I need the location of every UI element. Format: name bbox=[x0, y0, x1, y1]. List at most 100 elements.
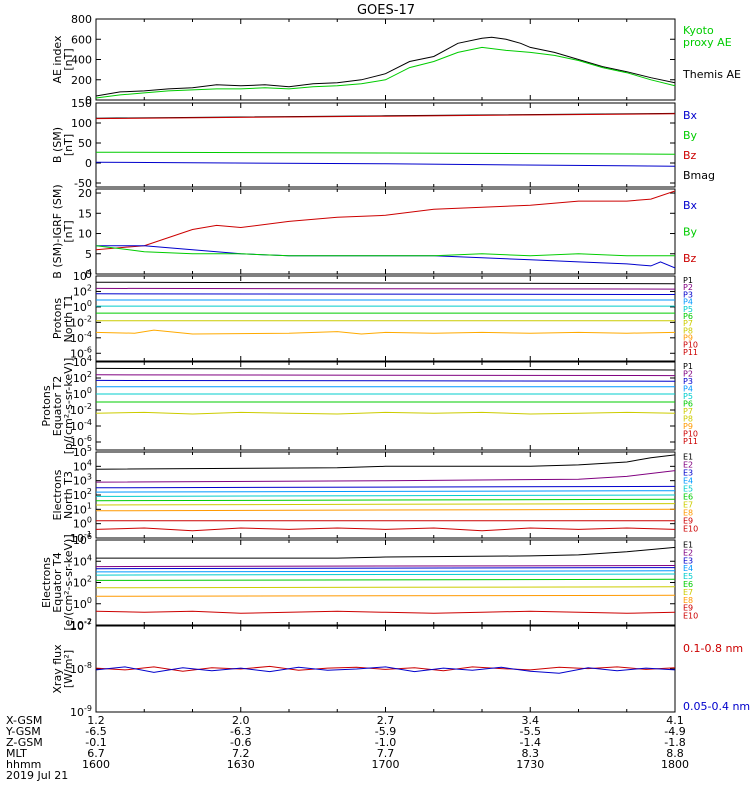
legend-entry: P8 bbox=[683, 414, 693, 423]
y-tick-exponent: 2 bbox=[87, 283, 92, 292]
y-tick-exponent: -7 bbox=[84, 618, 92, 627]
y-tick-base: 10 bbox=[73, 503, 87, 516]
legend-entry: E10 bbox=[683, 612, 698, 621]
legend-entry: Bz bbox=[683, 252, 697, 265]
y-tick-base: 10 bbox=[73, 577, 87, 590]
x-axis-row-label: MLT bbox=[6, 747, 27, 760]
series-line bbox=[96, 494, 675, 497]
y-tick-base: 10 bbox=[73, 534, 87, 547]
y-axis-label: Electrons bbox=[51, 469, 64, 520]
y-tick-base: 10 bbox=[73, 356, 87, 369]
series-line bbox=[96, 281, 675, 285]
panel-2: -50 0 50 100 150 B (SM)[nT] Bx By Bz Bmag bbox=[51, 97, 715, 190]
y-tick-exponent: 0 bbox=[87, 299, 92, 308]
legend-entry: P9 bbox=[683, 422, 693, 431]
y-axis-label: Equator T4 bbox=[51, 552, 64, 612]
legend-entry: E7 bbox=[683, 501, 693, 510]
series-line bbox=[96, 665, 675, 672]
y-axis-label: B (SM) bbox=[51, 127, 64, 163]
y-axis-label: Electrons bbox=[40, 557, 53, 608]
legend-entry: Bmag bbox=[683, 169, 715, 182]
series-line bbox=[96, 508, 675, 512]
y-tick-label: 102 bbox=[73, 370, 92, 385]
y-tick-base: 10 bbox=[70, 532, 84, 545]
y-tick-label: 102 bbox=[73, 575, 92, 590]
y-tick-label: 105 bbox=[73, 444, 92, 459]
x-tick-value: -0.6 bbox=[230, 736, 251, 749]
x-tick-value: 2.7 bbox=[377, 714, 395, 727]
legend-entry: P9 bbox=[683, 334, 693, 343]
legend-entry: proxy AE bbox=[683, 36, 732, 49]
y-tick-label: 400 bbox=[71, 54, 92, 67]
legend-entry: Kyoto bbox=[683, 24, 714, 37]
series-line bbox=[96, 367, 675, 371]
legend-entry: E10 bbox=[683, 525, 698, 534]
legend-entry: P11 bbox=[683, 437, 698, 446]
legend-entry: P11 bbox=[683, 348, 698, 357]
legend-entry: P5 bbox=[683, 305, 693, 314]
y-axis-label: [nT] bbox=[62, 220, 75, 242]
y-axis-label: North T1 bbox=[62, 295, 75, 343]
x-tick-value: 8.8 bbox=[666, 747, 684, 760]
series-line bbox=[96, 245, 675, 269]
y-tick-base: 10 bbox=[73, 270, 87, 283]
y-axis-label: Protons bbox=[51, 298, 64, 339]
y-tick-exponent: 2 bbox=[87, 370, 92, 379]
legend-entry: P7 bbox=[683, 407, 693, 416]
series-line bbox=[96, 586, 675, 589]
x-axis-row-label: Z-GSM bbox=[6, 736, 43, 749]
y-tick-exponent: -6 bbox=[84, 345, 92, 354]
y-tick-exponent: -4 bbox=[84, 418, 92, 427]
y-tick-base: 10 bbox=[73, 489, 87, 502]
x-tick-value: 2.0 bbox=[232, 714, 250, 727]
legend-entry: E4 bbox=[683, 477, 693, 486]
x-tick-value: 4.1 bbox=[666, 714, 684, 727]
legend-entry: P1 bbox=[683, 276, 693, 285]
series-line bbox=[96, 379, 675, 382]
series-line bbox=[96, 470, 675, 483]
y-tick-exponent: 4 bbox=[87, 268, 92, 277]
legend-entry: E6 bbox=[683, 580, 693, 589]
series-line bbox=[96, 594, 675, 597]
y-tick-exponent: 1 bbox=[87, 501, 92, 510]
y-tick-label: 106 bbox=[73, 532, 92, 547]
y-tick-exponent: 4 bbox=[87, 458, 92, 467]
y-tick-exponent: -1 bbox=[84, 530, 92, 539]
y-tick-label: 102 bbox=[73, 487, 92, 502]
legend-entry: E3 bbox=[683, 469, 693, 478]
y-tick-label: 100 bbox=[73, 596, 92, 611]
y-tick-exponent: -4 bbox=[84, 330, 92, 339]
y-tick-base: 10 bbox=[70, 620, 84, 633]
y-axis-label: AE index bbox=[51, 35, 64, 84]
y-tick-label: 100 bbox=[71, 117, 92, 130]
y-tick-label: 104 bbox=[73, 458, 92, 473]
legend-entry: E1 bbox=[683, 453, 693, 462]
y-tick-exponent: 0 bbox=[87, 516, 92, 525]
x-tick-value: 1730 bbox=[516, 758, 544, 771]
x-tick-value: -5.9 bbox=[375, 725, 396, 738]
y-tick-base: 10 bbox=[70, 316, 84, 329]
y-tick-label: 0 bbox=[85, 94, 92, 107]
y-tick-label: 20 bbox=[78, 187, 92, 200]
y-tick-exponent: -8 bbox=[84, 661, 92, 670]
legend-entry: By bbox=[683, 129, 698, 142]
y-tick-label: 10-8 bbox=[70, 661, 92, 676]
y-axis-label: Equator T2 bbox=[51, 376, 64, 436]
series-line bbox=[96, 490, 675, 493]
y-tick-label: 150 bbox=[71, 97, 92, 110]
series-line bbox=[96, 485, 675, 489]
y-tick-base: 10 bbox=[73, 372, 87, 385]
y-tick-label: 100 bbox=[73, 299, 92, 314]
y-axis-label: [nT] bbox=[62, 48, 75, 70]
legend-entry: E5 bbox=[683, 485, 693, 494]
x-tick-value: -4.9 bbox=[664, 725, 685, 738]
y-tick-label: 0 bbox=[85, 268, 92, 281]
legend-entry: P10 bbox=[683, 341, 698, 350]
series-line bbox=[96, 565, 675, 568]
legend-entry: E3 bbox=[683, 556, 693, 565]
legend-entry: Themis AE bbox=[682, 68, 741, 81]
x-tick-value: -6.3 bbox=[230, 725, 251, 738]
x-tick-value: -1.8 bbox=[664, 736, 685, 749]
series-line bbox=[96, 293, 675, 295]
y-axis-label: [nT] bbox=[62, 134, 75, 156]
